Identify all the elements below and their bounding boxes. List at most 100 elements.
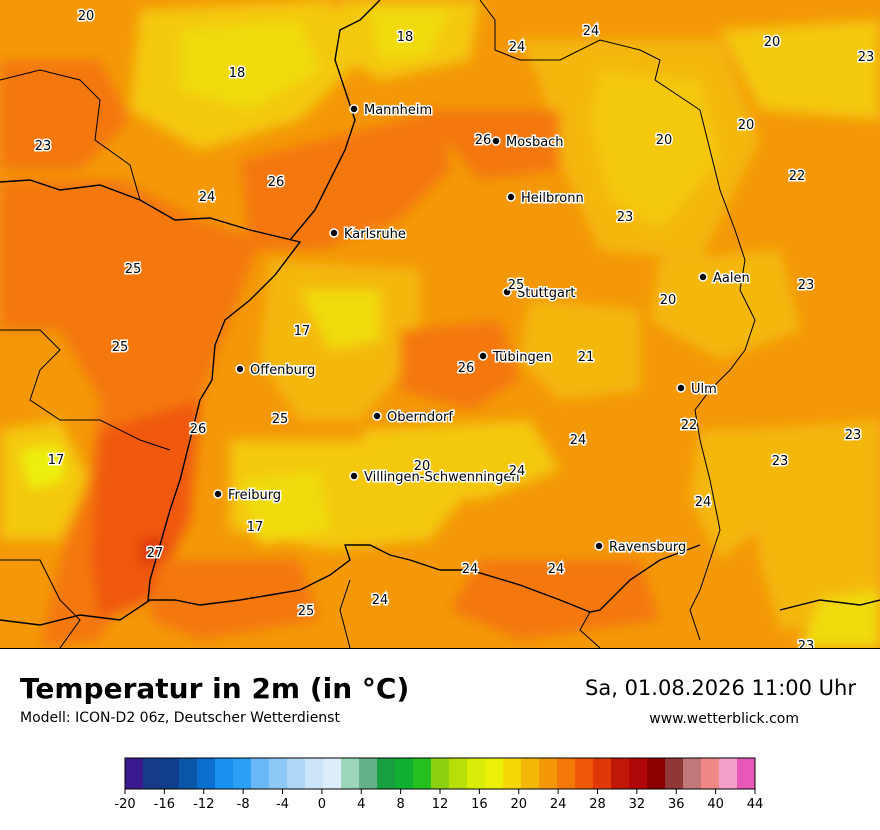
city-karlsruhe: Karlsruhe <box>329 226 407 244</box>
legend-tick-label: -8 <box>237 797 250 812</box>
city-label: Mosbach <box>506 135 564 150</box>
temperature-value: 23 <box>798 639 815 648</box>
legend-swatch <box>485 758 504 789</box>
legend-tick-label: -12 <box>193 797 214 812</box>
city-dot <box>594 541 604 551</box>
city-dot <box>235 364 245 374</box>
map-title: Temperatur in 2m (in °C) <box>20 672 410 705</box>
temperature-value: 26 <box>190 422 207 437</box>
legend-tick-label: 44 <box>747 797 764 812</box>
legend-swatch <box>521 758 540 789</box>
legend-tick-label: 40 <box>707 797 724 812</box>
temperature-value: 23 <box>858 50 875 65</box>
city-label: Stuttgart <box>517 286 575 301</box>
city-dot <box>502 287 512 297</box>
temperature-value: 23 <box>798 278 815 293</box>
temperature-value: 25 <box>508 278 525 293</box>
temperature-value: 20 <box>656 133 673 148</box>
city-dot <box>676 383 686 393</box>
city-dot <box>213 489 223 499</box>
temperature-value: 26 <box>475 133 492 148</box>
legend-tick-label: 36 <box>668 797 685 812</box>
city-dot <box>506 192 516 202</box>
city-dot <box>698 272 708 282</box>
city-mosbach: Mosbach <box>491 134 565 152</box>
city-dot <box>349 104 359 114</box>
city-freiburg: Freiburg <box>213 487 283 505</box>
temperature-value: 18 <box>397 30 414 45</box>
temperature-value: 17 <box>247 520 264 535</box>
city-dot <box>349 471 359 481</box>
city-dot <box>478 351 488 361</box>
city-stuttgart: Stuttgart <box>502 285 577 303</box>
temperature-value: 25 <box>272 412 289 427</box>
city-label: Ulm <box>691 382 717 397</box>
city-label: Karlsruhe <box>344 227 406 242</box>
city-label: Oberndorf <box>387 410 453 425</box>
legend-swatch <box>683 758 702 789</box>
legend-tick-label: -4 <box>276 797 289 812</box>
city-dot <box>372 411 382 421</box>
city-mannheim: Mannheim <box>349 102 434 120</box>
temperature-value: 20 <box>660 293 677 308</box>
city-label: Heilbronn <box>521 191 584 206</box>
legend-swatch <box>539 758 558 789</box>
legend-tick-label: 12 <box>432 797 449 812</box>
temperature-value: 26 <box>458 361 475 376</box>
legend-tick-label: 0 <box>318 797 326 812</box>
legend-swatch <box>701 758 720 789</box>
legend-swatch <box>719 758 738 789</box>
temperature-value: 23 <box>35 139 52 154</box>
temperature-value: 17 <box>48 453 65 468</box>
borders <box>0 0 880 648</box>
city-dot <box>491 136 501 146</box>
website-link[interactable]: www.wetterblick.com <box>649 711 799 727</box>
legend-swatch <box>287 758 306 789</box>
temperature-value: 23 <box>845 428 862 443</box>
temperature-value: 20 <box>764 35 781 50</box>
legend-tick-label: -16 <box>154 797 175 812</box>
legend-swatch <box>197 758 216 789</box>
temperature-value: 24 <box>372 593 389 608</box>
city-label: Offenburg <box>250 363 315 378</box>
legend-swatch <box>377 758 396 789</box>
temperature-value: 27 <box>147 546 164 561</box>
color-legend: -20 -16 -12 -8 -4 0 4 8 12 16 20 24 28 32 36 40 44 <box>0 754 880 824</box>
temperature-value: 25 <box>125 262 142 277</box>
legend-swatch <box>629 758 648 789</box>
legend-swatch <box>575 758 594 789</box>
temperature-value: 25 <box>112 340 129 355</box>
temperature-values: 20 18 24 24 20 23 18 23 26 20 20 22 26 24 23 25 25 20 23 17… <box>33 8 876 649</box>
legend-swatch <box>467 758 486 789</box>
legend-swatch <box>269 758 288 789</box>
legend-swatch <box>305 758 324 789</box>
legend-swatch <box>413 758 432 789</box>
temperature-map: Mannheim Mosbach Heilbronn Karlsruhe Stuttga… <box>0 0 880 649</box>
legend-swatch <box>251 758 270 789</box>
temperature-value: 24 <box>570 433 587 448</box>
legend-tick-label: 20 <box>510 797 527 812</box>
legend-swatch <box>503 758 522 789</box>
legend-swatch <box>611 758 630 789</box>
model-info: Modell: ICON-D2 06z, Deutscher Wetterdie… <box>20 710 340 726</box>
legend-swatch <box>449 758 468 789</box>
temperature-value: 24 <box>695 495 712 510</box>
temperature-value: 20 <box>78 9 95 24</box>
temperature-value: 24 <box>199 190 216 205</box>
legend-tick-label: 16 <box>471 797 488 812</box>
legend-tick-label: 24 <box>550 797 567 812</box>
legend-tick-label: -20 <box>114 797 135 812</box>
legend-swatch <box>143 758 162 789</box>
legend-swatch <box>737 758 756 789</box>
temperature-value: 22 <box>789 169 806 184</box>
temperature-value: 25 <box>298 604 315 619</box>
city-markers: Mannheim Mosbach Heilbronn Karlsruhe Stuttga… <box>213 102 751 557</box>
temperature-value: 24 <box>509 40 526 55</box>
city-label: Aalen <box>713 271 750 286</box>
temperature-field <box>0 0 880 648</box>
city-label: Freiburg <box>228 488 281 503</box>
legend-swatch <box>215 758 234 789</box>
city-label: Ravensburg <box>609 540 686 555</box>
temperature-value: 23 <box>617 210 634 225</box>
city-ravensburg: Ravensburg <box>594 539 688 557</box>
